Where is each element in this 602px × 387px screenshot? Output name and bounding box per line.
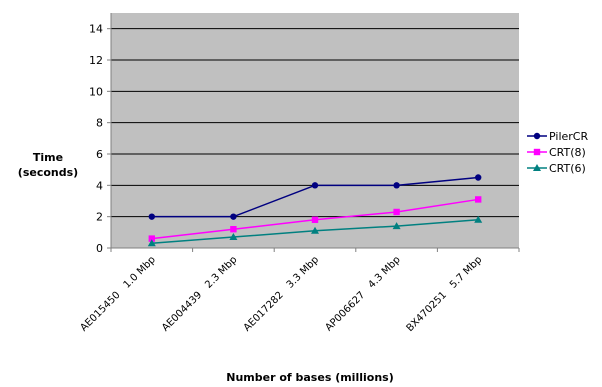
- data-point: [230, 226, 237, 233]
- plot-area: [111, 13, 519, 248]
- y-tick-label: 10: [89, 85, 103, 98]
- x-axis-title: Number of bases (millions): [226, 371, 393, 384]
- legend-item: CRT(6): [527, 162, 586, 175]
- plot-background: [111, 13, 519, 248]
- x-tick-label: AE017282 3.3 Mbp: [242, 254, 321, 333]
- data-point: [148, 213, 155, 220]
- data-point: [475, 196, 482, 203]
- y-tick-label: 12: [89, 54, 103, 67]
- y-tick-label: 2: [96, 211, 103, 224]
- y-axis-title-line2: (seconds): [18, 166, 78, 179]
- data-point: [147, 239, 156, 247]
- legend-marker: [533, 132, 541, 140]
- legend: PilerCR CRT(8) CRT(6): [527, 130, 588, 175]
- x-tick-label: AP006627 4.3 Mbp: [324, 254, 403, 333]
- legend-item: CRT(8): [527, 146, 586, 159]
- grid-lines: [111, 28, 519, 218]
- y-tick-label: 0: [96, 242, 103, 255]
- series-crt-8-: [148, 196, 482, 242]
- data-point: [474, 215, 483, 223]
- legend-item: PilerCR: [527, 130, 588, 143]
- data-point: [392, 222, 401, 230]
- x-tick-labels: AE015450 1.0 Mbp AE004439 2.3 Mbp AE017282…: [79, 254, 485, 334]
- data-point: [393, 208, 400, 216]
- y-tick-label: 8: [96, 117, 103, 130]
- data-point: [393, 182, 400, 189]
- y-axis-title-line1: Time: [33, 151, 63, 164]
- data-point: [230, 213, 237, 220]
- legend-label: CRT(6): [549, 162, 586, 175]
- axes: [107, 13, 520, 252]
- y-tick-label: 4: [96, 179, 103, 192]
- data-point: [229, 233, 238, 241]
- data-point: [311, 216, 319, 223]
- legend-marker: [533, 164, 541, 171]
- x-tick-label: BX470251 5.7 Mbp: [405, 254, 485, 334]
- data-point: [148, 235, 155, 242]
- legend-marker: [533, 148, 541, 156]
- legend-label: CRT(8): [549, 146, 586, 159]
- data-point: [311, 226, 319, 234]
- y-tick-label: 6: [96, 148, 103, 161]
- x-tick-label: AE004439 2.3 Mbp: [160, 254, 239, 333]
- series-crt-6-: [147, 215, 483, 247]
- series: [147, 174, 483, 247]
- data-point: [311, 182, 319, 189]
- y-tick-labels: 0 2 4 6 8 10 12 14: [89, 23, 103, 255]
- x-tick-label: AE015450 1.0 Mbp: [79, 254, 158, 333]
- data-point: [475, 174, 482, 181]
- y-tick-label: 14: [89, 23, 103, 36]
- legend-label: PilerCR: [549, 130, 588, 143]
- series-pilercr: [148, 174, 482, 220]
